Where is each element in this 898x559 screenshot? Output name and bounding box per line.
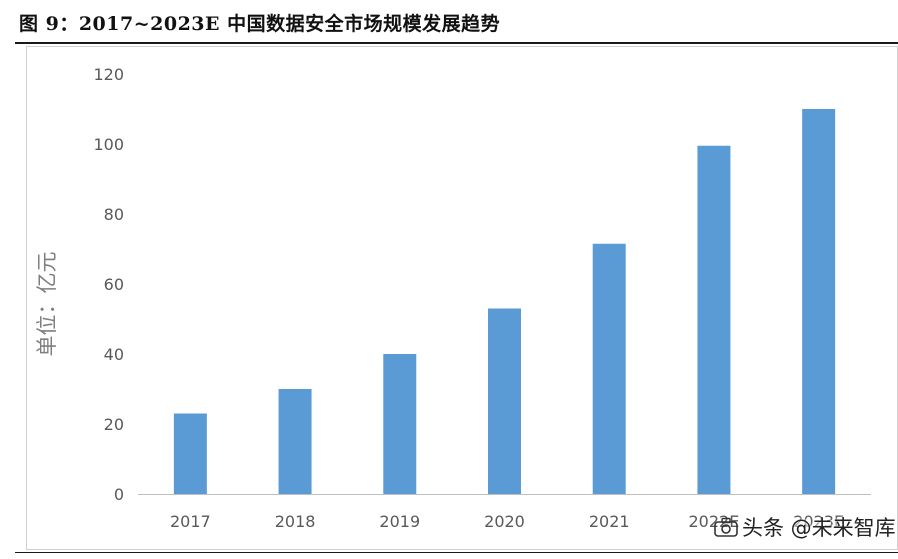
x-tick-label: 2022E (689, 512, 740, 531)
bars (173, 109, 836, 494)
chart-frame: 0 20 40 60 80 100 120 2017 2018 2019 2020 2021 2022… (26, 46, 898, 550)
chart-border (26, 46, 898, 550)
watermark: 头条 @未来智库 (714, 512, 896, 542)
x-tick-label: 2018 (275, 512, 316, 531)
bar-2020 (488, 308, 521, 494)
y-tick-label: 40 (104, 345, 124, 364)
y-tick-label: 80 (104, 205, 124, 224)
bar-2022E (697, 145, 731, 494)
x-tick-label: 2019 (379, 512, 420, 531)
bar-2021 (592, 243, 626, 494)
bar-chart: 0 20 40 60 80 100 120 2017 2018 2019 2020 2021 2022… (26, 46, 898, 550)
x-tick-label: 2017 (170, 512, 211, 531)
watermark-text: 头条 @未来智库 (742, 516, 896, 540)
y-tick-label: 120 (93, 65, 124, 84)
title-rule (15, 42, 898, 44)
y-tick-label: 20 (104, 415, 124, 434)
bar-2017 (173, 413, 207, 494)
x-tick-label: 2023E (793, 512, 844, 531)
y-tick-label: 0 (114, 485, 124, 504)
bar-2023E (802, 109, 836, 494)
y-tick-label: 100 (93, 135, 124, 154)
x-tick-label: 2021 (589, 512, 630, 531)
bar-2019 (383, 354, 417, 494)
camera-icon (714, 517, 738, 537)
figure-title: 图 9：2017~2023E 中国数据安全市场规模发展趋势 (19, 13, 501, 35)
bottom-rule (15, 552, 898, 553)
y-axis-label: 单位：亿元 (35, 252, 59, 357)
x-tick-label: 2020 (484, 512, 525, 531)
y-axis-ticks: 0 20 40 60 80 100 120 (93, 65, 124, 504)
x-axis-ticks: 2017 2018 2019 2020 2021 2022E 2023E (170, 512, 844, 531)
y-tick-label: 60 (104, 275, 124, 294)
bar-2018 (278, 389, 312, 494)
